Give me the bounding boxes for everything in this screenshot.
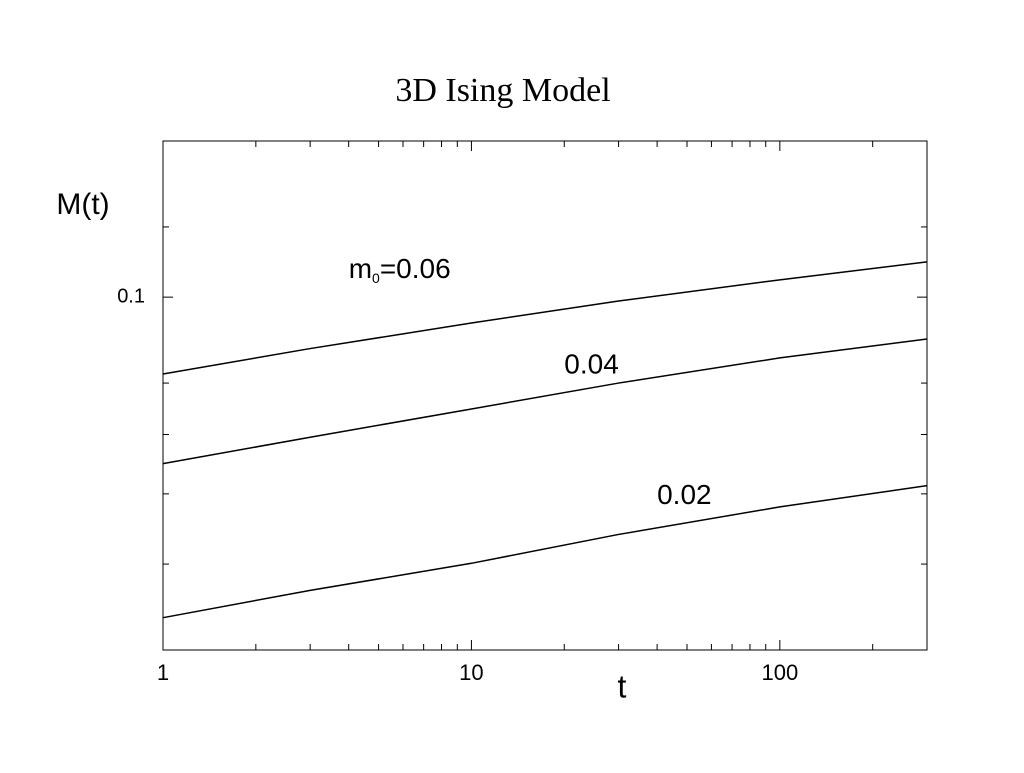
annotation: m0=0.06 — [349, 253, 451, 285]
annotation-part: 0.04 — [564, 349, 619, 380]
annotation: 0.02 — [657, 479, 712, 510]
data-line — [162, 338, 928, 465]
annotation-part: m — [349, 253, 372, 284]
data-line — [162, 484, 928, 619]
annotation-part: 0.02 — [657, 479, 712, 510]
plot-frame — [162, 140, 928, 651]
data-line — [162, 261, 928, 375]
annotation: 0.04 — [564, 349, 619, 380]
x-axis-label: t — [618, 668, 627, 704]
x-tick-label: 1 — [157, 660, 169, 685]
x-tick-label: 10 — [459, 660, 483, 685]
annotation-part: 0 — [372, 270, 380, 286]
x-tick-label: 100 — [761, 660, 798, 685]
y-tick-label: 0.1 — [117, 285, 145, 307]
y-axis-label: M(t) — [56, 188, 109, 221]
chart-title: 3D Ising Model — [395, 72, 610, 109]
annotation-part: =0.06 — [380, 253, 451, 284]
